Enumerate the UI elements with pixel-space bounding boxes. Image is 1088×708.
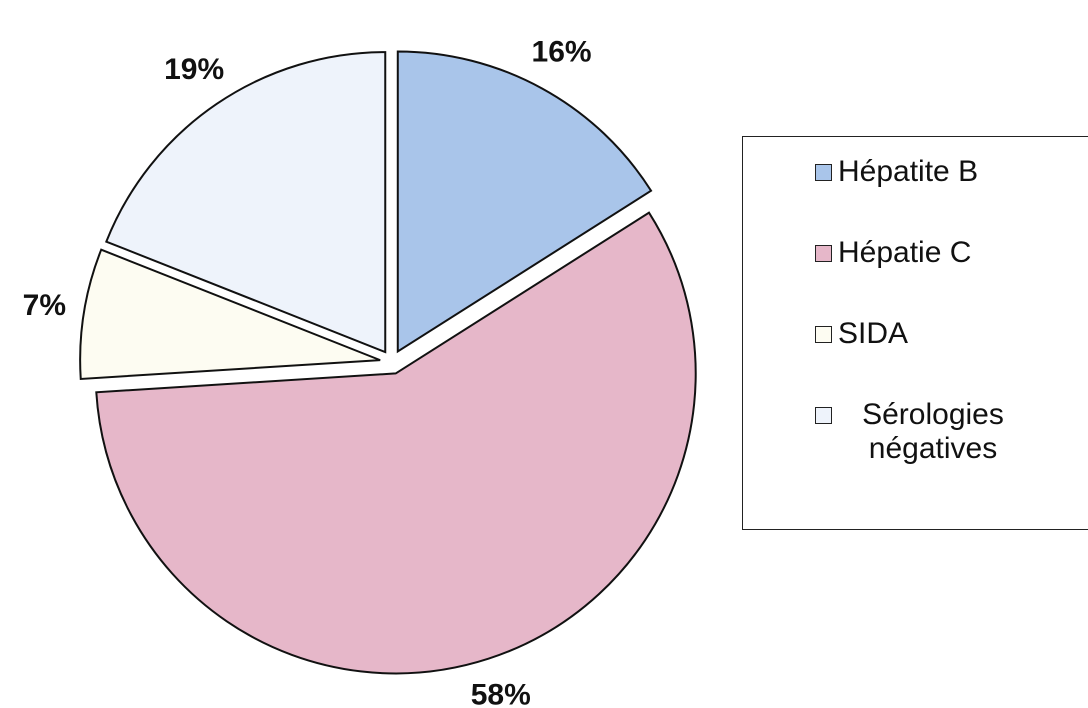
pie-slice — [105, 51, 387, 354]
pie-slice — [95, 211, 697, 675]
legend-swatch — [815, 407, 832, 424]
legend-label: SIDA — [838, 317, 909, 350]
legend-entry: SIDA — [815, 317, 1078, 351]
legend-label: Hépatie C — [838, 236, 972, 269]
slice-label: 16% — [532, 35, 592, 68]
slice-label: 58% — [471, 679, 531, 708]
legend-swatch — [815, 164, 832, 181]
legend-swatch — [815, 245, 832, 262]
legend-swatch — [815, 326, 832, 343]
legend-label: Hépatite B — [838, 155, 979, 188]
pie-slice — [79, 248, 381, 381]
legend-label: Sérologies négatives — [862, 398, 1004, 465]
slice-label: 19% — [164, 53, 224, 86]
slice-label: 7% — [23, 289, 66, 322]
legend-entry: Hépatie C — [815, 236, 1078, 270]
legend-entry: Sérologies négatives — [815, 398, 1078, 466]
legend: Hépatite B Hépatie C SIDA Sérologies négati… — [742, 136, 1088, 530]
pie-slice — [396, 50, 653, 354]
legend-entry: Hépatite B — [815, 155, 1078, 189]
